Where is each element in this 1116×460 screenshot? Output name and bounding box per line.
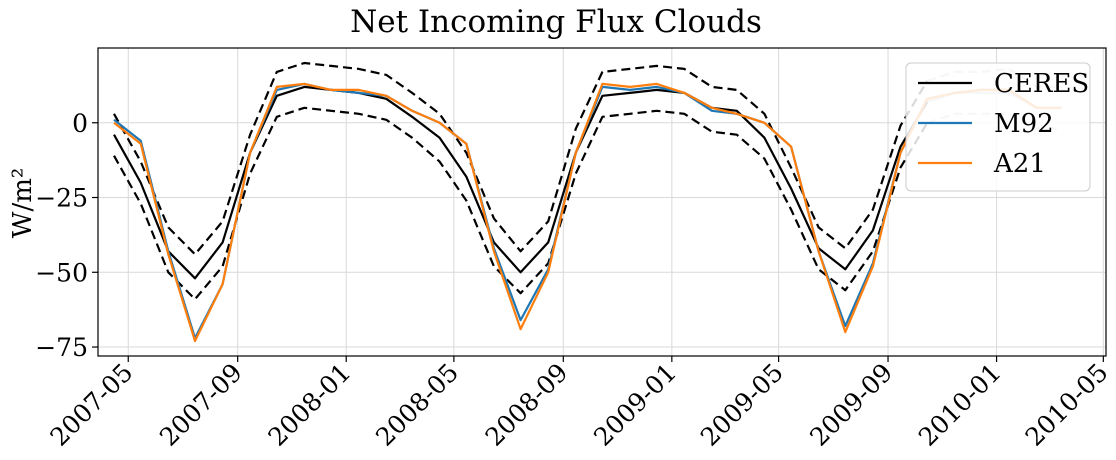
x-tick-label: 2008-09 <box>480 358 574 452</box>
y-axis: 0 −25 −50 −75 <box>35 109 98 362</box>
x-tick-label: 2009-01 <box>588 358 682 452</box>
legend-label-a21: A21 <box>993 149 1046 179</box>
x-tick-label: 2010-01 <box>913 358 1007 452</box>
legend-label-ceres: CERES <box>994 69 1089 99</box>
y-tick-label: −75 <box>35 333 88 362</box>
y-tick-label: −25 <box>35 184 88 213</box>
x-tick-label: 2007-05 <box>45 358 139 452</box>
x-tick-label: 2010-05 <box>1020 358 1114 452</box>
y-tick-label: −50 <box>35 258 88 287</box>
x-tick-label: 2007-09 <box>154 358 248 452</box>
x-tick-label: 2009-05 <box>695 358 789 452</box>
series-line-ceres-band-1 <box>113 61 929 256</box>
grid <box>98 48 1106 356</box>
y-axis-label: W/m² <box>8 168 38 239</box>
x-axis: 2007-05 2007-09 2008-01 2008-05 2008-09 2009-… <box>45 356 1114 452</box>
y-tick-label: 0 <box>72 109 88 138</box>
plot-frame <box>97 47 1107 357</box>
legend: CERES M92 A21 <box>905 62 1091 192</box>
series-line-a21 <box>113 82 1062 343</box>
legend-box <box>905 62 1091 192</box>
x-tick-label: 2008-01 <box>262 358 356 452</box>
x-tick-label: 2008-05 <box>370 358 464 452</box>
legend-label-m92: M92 <box>994 109 1054 139</box>
x-tick-label: 2009-09 <box>804 358 898 452</box>
series-line-ceres-band-2 <box>113 106 929 301</box>
chart-title: Net Incoming Flux Clouds <box>350 4 762 40</box>
